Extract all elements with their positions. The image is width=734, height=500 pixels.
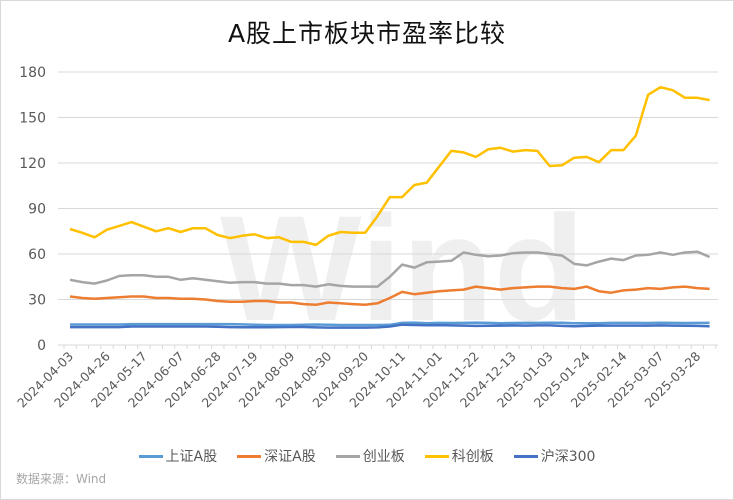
legend: 上证A股 深证A股 创业板 科创板 沪深300 (0, 446, 734, 466)
legend-item-csi300[interactable]: 沪深300 (513, 446, 596, 466)
series-line[interactable] (70, 321, 710, 327)
legend-label: 深证A股 (264, 449, 316, 465)
y-tick-label: 60 (28, 247, 46, 263)
y-tick-label: 0 (37, 338, 46, 354)
legend-label: 创业板 (362, 449, 405, 465)
series-line[interactable] (69, 250, 711, 288)
legend-item-star[interactable]: 科创板 (424, 446, 494, 466)
legend-item-sz-a[interactable]: 深证A股 (237, 446, 316, 466)
y-tick-label: 180 (19, 65, 46, 81)
gridlines (58, 71, 718, 300)
legend-label: 沪深300 (540, 449, 596, 465)
legend-swatch-icon (513, 454, 538, 458)
legend-label: 上证A股 (165, 449, 218, 465)
series-line[interactable] (69, 85, 710, 247)
y-tick-label: 30 (28, 293, 46, 309)
legend-swatch-icon (237, 454, 262, 458)
legend-swatch-icon (138, 454, 163, 458)
legend-item-chinext[interactable]: 创业板 (335, 446, 405, 466)
legend-item-sh-a[interactable]: 上证A股 (138, 446, 218, 466)
legend-swatch-icon (424, 454, 449, 458)
legend-swatch-icon (335, 454, 360, 458)
series-line[interactable] (69, 285, 710, 307)
x-axis: 2024-04-032024-04-262024-05-172024-06-07… (14, 344, 718, 410)
data-source: 数据来源：Wind (16, 472, 107, 486)
legend-label: 科创板 (451, 449, 494, 465)
y-tick-label: 150 (19, 111, 46, 127)
chart-title: A股上市板块市盈率比较 (227, 19, 507, 48)
y-tick-label: 90 (28, 202, 46, 218)
y-axis: 0 30 60 90 120 150 180 (19, 65, 46, 354)
series-lines (69, 85, 711, 329)
y-tick-label: 120 (19, 156, 46, 172)
series-line[interactable] (70, 323, 710, 329)
